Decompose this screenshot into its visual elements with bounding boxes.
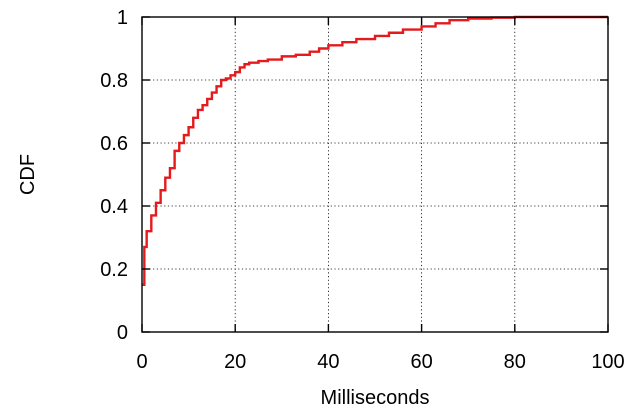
y-tick-label: 0.2 [100,259,128,281]
x-tick-label: 80 [504,351,526,373]
plot-frame [141,16,609,333]
ticks [141,16,609,333]
x-tick-label: 40 [317,351,339,373]
y-tick-label: 0.6 [100,133,128,155]
cdf-series-line [142,15,608,286]
series-layer [142,15,608,286]
y-axis-title: CDF [17,154,39,195]
x-tick-label: 60 [410,351,432,373]
y-tick-label: 0.8 [100,70,128,92]
x-tick-label: 0 [136,351,147,373]
grid [142,17,608,332]
x-axis-title: Milliseconds [321,387,430,409]
x-tick-label: 100 [591,351,624,373]
y-tick-label: 0 [117,322,128,344]
x-tick-label: 20 [224,351,246,373]
tick-labels: 0 20 40 60 80 100 0 0.2 0.4 0.6 0.8 1 [100,7,625,373]
y-tick-label: 1 [117,7,128,29]
y-tick-label: 0.4 [100,196,128,218]
